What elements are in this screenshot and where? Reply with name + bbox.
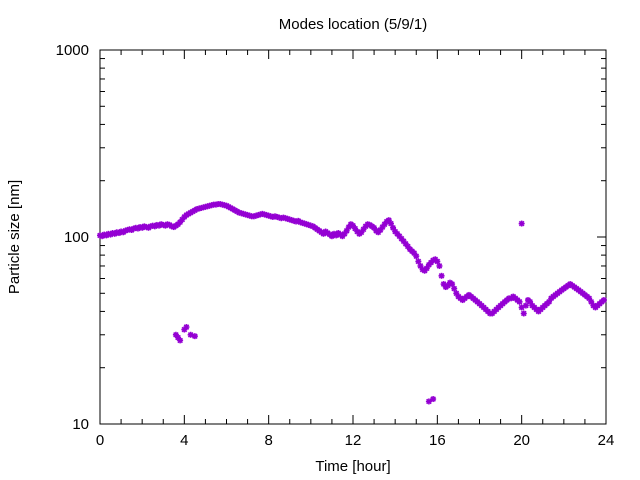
data-point — [379, 224, 386, 231]
chart-title: Modes location (5/9/1) — [279, 16, 427, 33]
data-point — [371, 224, 378, 231]
data-point — [518, 220, 525, 227]
x-tick-label: 4 — [180, 432, 188, 449]
data-point — [436, 262, 443, 269]
y-tick-label: 1000 — [56, 42, 89, 59]
plot-frame — [99, 49, 607, 425]
y-tick-label: 100 — [64, 229, 89, 246]
data-point — [183, 324, 190, 331]
x-tick-label: 16 — [429, 432, 446, 449]
data-point — [451, 285, 458, 292]
data-point — [434, 258, 441, 265]
x-tick-label: 12 — [345, 432, 362, 449]
data-point — [191, 333, 198, 340]
data-point — [430, 396, 437, 403]
data-point — [415, 258, 422, 265]
data-point — [425, 398, 432, 405]
x-tick-label: 20 — [513, 432, 530, 449]
x-tick-label: 0 — [96, 432, 104, 449]
data-point — [520, 310, 527, 317]
x-axis-label: Time [hour] — [315, 458, 390, 475]
y-axis-label: Particle size [nm] — [6, 180, 23, 294]
axis-ticks — [99, 49, 607, 425]
data-points — [97, 201, 607, 405]
data-point — [438, 272, 445, 279]
tick-labels: 0 4 8 12 16 20 24 10 100 1000 — [56, 42, 615, 449]
data-point — [413, 253, 420, 260]
data-point — [600, 297, 607, 304]
data-point — [177, 337, 184, 344]
x-tick-label: 24 — [598, 432, 615, 449]
x-tick-label: 8 — [264, 432, 272, 449]
y-tick-label: 10 — [72, 416, 89, 433]
data-point — [516, 298, 523, 305]
data-point — [522, 302, 529, 309]
